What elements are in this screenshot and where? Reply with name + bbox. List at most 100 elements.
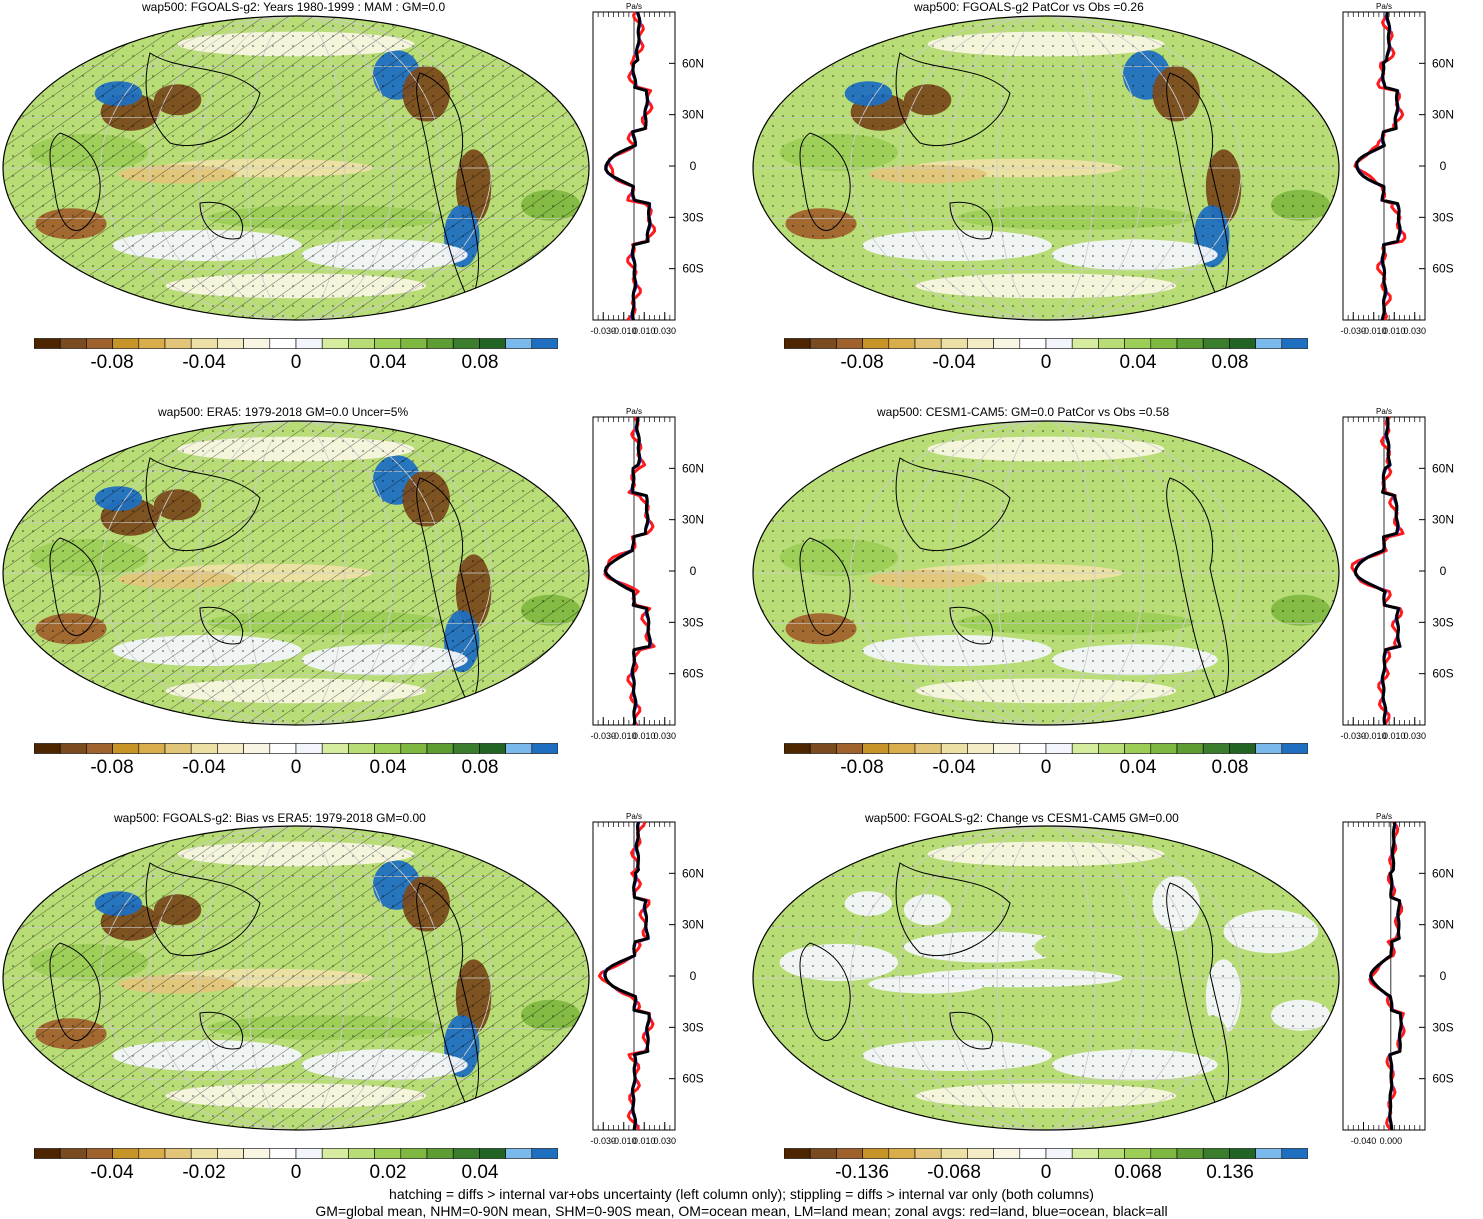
colorbar-swatch bbox=[836, 1148, 863, 1159]
colorbar-swatch bbox=[86, 743, 113, 754]
profile-xtick-label: 0.010 bbox=[633, 731, 656, 741]
coastline bbox=[49, 132, 101, 231]
stippling-overlay bbox=[753, 16, 1339, 320]
colorbar-swatch bbox=[59, 338, 87, 349]
colorbar-swatch bbox=[190, 743, 218, 754]
colorbar-swatch bbox=[784, 743, 811, 754]
colorbar-swatch bbox=[1255, 1148, 1283, 1159]
colorbar-swatch bbox=[479, 338, 506, 349]
colorbar-label: 0.04 bbox=[1119, 757, 1157, 778]
profile-ytick-label: 30S bbox=[1432, 210, 1453, 224]
colorbar-swatch bbox=[862, 743, 890, 754]
colorbar-label: 0.136 bbox=[1206, 1162, 1254, 1183]
colorbar-label: -0.08 bbox=[840, 352, 884, 373]
colorbar-swatch bbox=[888, 1148, 916, 1159]
colorbar-swatch bbox=[505, 338, 533, 349]
colorbar-swatch bbox=[348, 1148, 375, 1159]
profile-ytick-label: 60S bbox=[1432, 262, 1453, 276]
profile-ytick-label: 60S bbox=[682, 1072, 703, 1086]
profile-ytick-label: 60N bbox=[682, 461, 704, 475]
colorbar-label: 0.08 bbox=[1211, 757, 1249, 778]
profile-ytick-label: 60S bbox=[1432, 1072, 1453, 1086]
profile-units-label: Pa/s bbox=[1376, 812, 1392, 821]
profile-xtick-label: -0.030 bbox=[590, 1136, 616, 1146]
profile-ytick-label: 60N bbox=[1432, 866, 1454, 880]
profile-line-all bbox=[603, 416, 652, 726]
colorbar-swatch bbox=[809, 338, 837, 349]
colorbar-label: -0.02 bbox=[182, 1162, 226, 1183]
profile-xtick-label: 0.030 bbox=[1403, 326, 1426, 336]
profile-ytick-label: 30N bbox=[1432, 918, 1454, 932]
colorbar-swatch bbox=[374, 743, 402, 754]
colorbar-swatch bbox=[321, 1148, 349, 1159]
colorbar-swatch bbox=[1229, 1148, 1256, 1159]
colorbar-swatch bbox=[1281, 1148, 1308, 1159]
panel-title-model-clim: wap500: FGOALS-g2: Years 1980-1999 : MAM… bbox=[142, 0, 446, 14]
colorbar-swatch bbox=[138, 338, 166, 349]
colorbar-swatch bbox=[1229, 338, 1256, 349]
colorbar-swatch bbox=[243, 743, 271, 754]
colorbar-swatch bbox=[164, 338, 192, 349]
profile-xtick-label: -0.010 bbox=[611, 1136, 637, 1146]
colorbar-swatch bbox=[1176, 743, 1204, 754]
colorbar-swatch bbox=[784, 1148, 811, 1159]
profile-units-label: Pa/s bbox=[1376, 2, 1392, 11]
profile-units-label: Pa/s bbox=[626, 407, 642, 416]
profile-xtick-label: -0.030 bbox=[590, 326, 616, 336]
profile-xtick-label: -0.010 bbox=[611, 731, 637, 741]
panel-title-ref-model: wap500: CESM1-CAM5: GM=0.0 PatCor vs Obs… bbox=[877, 405, 1170, 419]
colorbar-swatch bbox=[809, 743, 837, 754]
colorbar-swatch bbox=[452, 743, 480, 754]
colorbar-swatch bbox=[426, 1148, 454, 1159]
profile-line-all bbox=[603, 821, 651, 1131]
colorbar-swatch bbox=[217, 1148, 244, 1159]
profile-xtick-label: -0.010 bbox=[1361, 731, 1387, 741]
colorbar-label: -0.08 bbox=[90, 352, 134, 373]
colorbar-label: 0 bbox=[1040, 757, 1052, 778]
colorbar-swatch bbox=[34, 1148, 61, 1159]
colorbar-model-clim: -0.08 -0.04 0 0.04 0.08 bbox=[34, 338, 558, 378]
colorbar-swatch bbox=[862, 338, 890, 349]
coastline bbox=[949, 201, 994, 240]
profile-line-ocean bbox=[604, 11, 652, 321]
colorbar-change: -0.136 -0.068 0 0.068 0.136 bbox=[784, 1148, 1308, 1188]
profile-xtick-label: -0.040 bbox=[1351, 1136, 1377, 1146]
colorbar-swatch bbox=[862, 1148, 890, 1159]
map-ref-model bbox=[750, 418, 1342, 728]
colorbar-swatch bbox=[1202, 1148, 1230, 1159]
colorbar-swatch bbox=[967, 338, 994, 349]
map-border bbox=[2, 15, 590, 321]
colorbar-label: -0.08 bbox=[840, 757, 884, 778]
profile-xtick-label: 0.030 bbox=[653, 1136, 676, 1146]
profile-xtick-label: 0.010 bbox=[633, 1136, 656, 1146]
panel-title-model-patcor: wap500: FGOALS-g2 PatCor vs Obs =0.26 bbox=[914, 0, 1144, 14]
profile-ytick-label: 60N bbox=[682, 866, 704, 880]
colorbar-label: -0.068 bbox=[927, 1162, 981, 1183]
profile-ytick-label: 30N bbox=[682, 108, 704, 122]
coastline bbox=[799, 942, 851, 1041]
colorbar-label: -0.04 bbox=[90, 1162, 134, 1183]
colorbar-swatch bbox=[1124, 1148, 1152, 1159]
colorbar-swatch bbox=[1255, 338, 1283, 349]
profile-xtick-label: 0.010 bbox=[1383, 326, 1406, 336]
profile-line-ocean bbox=[1355, 11, 1402, 321]
profile-ytick-label: 30S bbox=[682, 1020, 703, 1034]
colorbar-swatch bbox=[452, 338, 480, 349]
coastline bbox=[799, 132, 851, 231]
map-change bbox=[750, 823, 1342, 1133]
colorbar-swatch bbox=[967, 1148, 994, 1159]
profile-ytick-label: 0 bbox=[1440, 564, 1447, 578]
colorbar-swatch bbox=[374, 338, 402, 349]
profile-xtick-label: -0.030 bbox=[1340, 731, 1366, 741]
colorbar-swatch bbox=[452, 1148, 480, 1159]
colorbar-swatch bbox=[888, 743, 916, 754]
colorbar-swatch bbox=[243, 1148, 271, 1159]
profile-ytick-label: 60N bbox=[682, 56, 704, 70]
profile-xtick-label: 0.010 bbox=[633, 326, 656, 336]
coastline bbox=[895, 457, 1011, 552]
panel-title-change: wap500: FGOALS-g2: Change vs CESM1-CAM5 … bbox=[865, 811, 1179, 825]
profile-line-land bbox=[1353, 11, 1407, 321]
profile-line-land bbox=[606, 11, 657, 321]
profile-xtick-label: -0.010 bbox=[1361, 326, 1387, 336]
colorbar-model-patcor: -0.08 -0.04 0 0.04 0.08 bbox=[784, 338, 1308, 378]
